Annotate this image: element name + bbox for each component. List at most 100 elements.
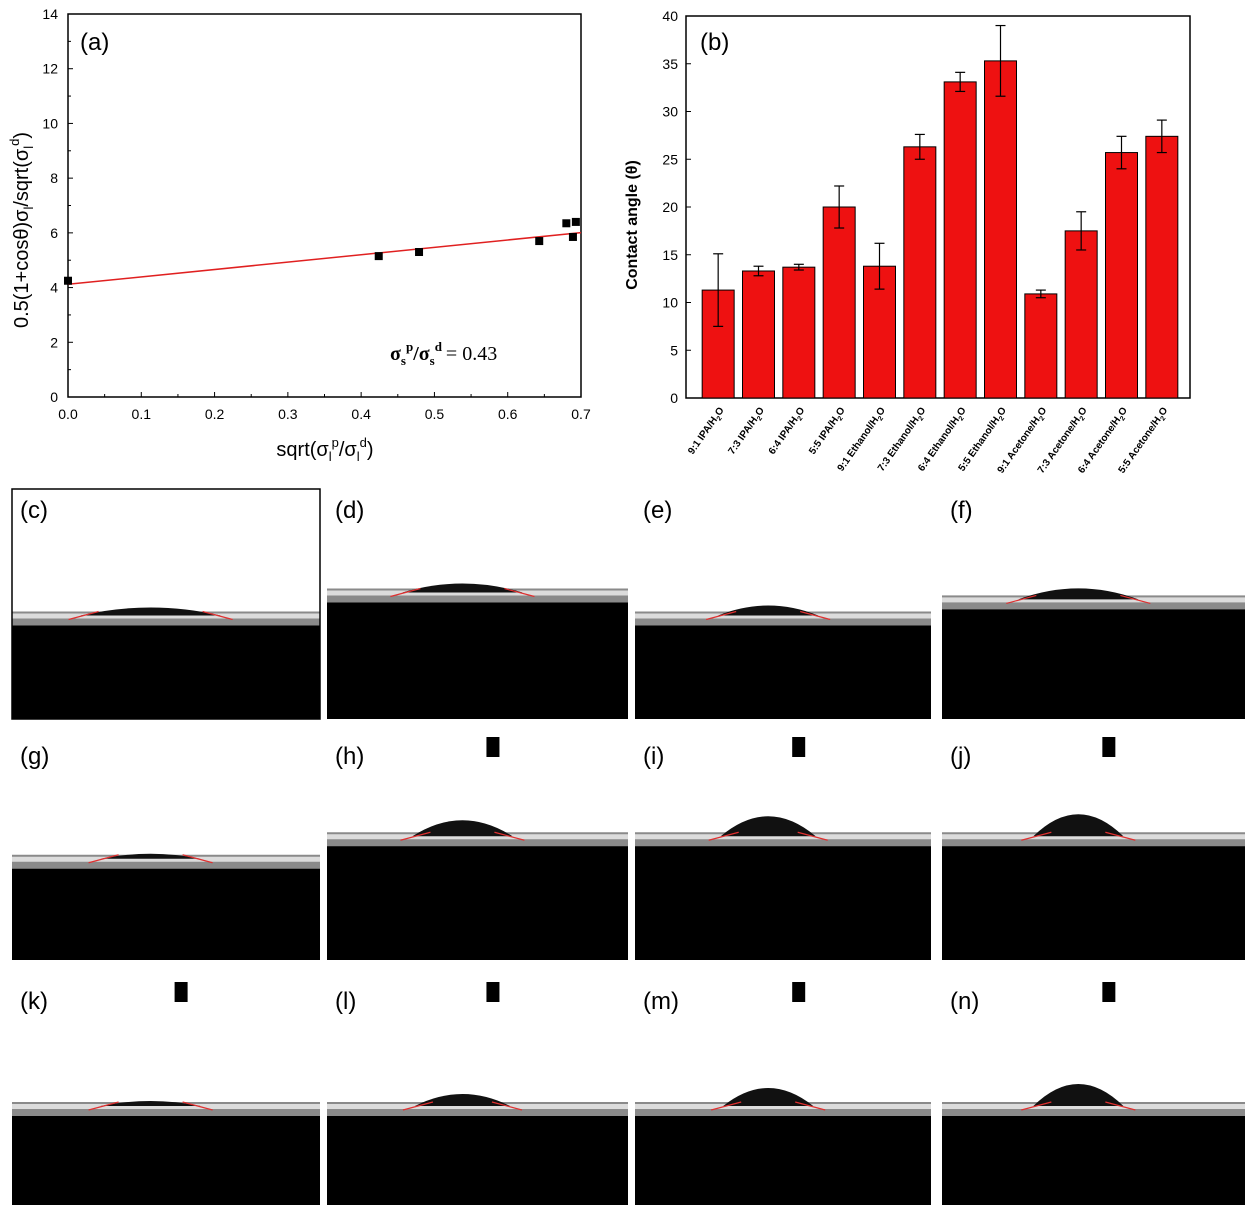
y-tick-label: 5 <box>670 342 678 358</box>
y-tick-label: 10 <box>662 295 678 311</box>
droplet <box>718 605 819 616</box>
dispensing-needle <box>1102 737 1116 757</box>
droplet <box>1033 814 1124 837</box>
contact-angle-tangent-right <box>1105 1101 1136 1111</box>
droplet-image-label: (c) <box>20 497 48 524</box>
droplet-image-h: (h) <box>327 735 628 960</box>
droplet <box>1018 588 1139 600</box>
panel-b-y-axis-title: Contact angle (θ) <box>624 160 641 290</box>
droplet-image-label: (d) <box>335 497 364 524</box>
y-tick-label: 0 <box>670 390 678 406</box>
panel-a-y-axis-title: 0.5(1+cosθ)σl/sqrt(σld) <box>7 132 36 328</box>
y-tick-label: 15 <box>662 247 678 263</box>
substrate-surface-highlight <box>942 597 1245 603</box>
droplet-image-grid: (c) (d) (e) (f) (g) (h) (i) (j) (k) (l) (m) (n) <box>11 488 1245 1205</box>
substrate-surface-highlight <box>635 1104 931 1109</box>
y-tick-label: 20 <box>662 199 678 215</box>
substrate-surface-highlight <box>12 856 320 862</box>
contact-angle-tangent-right <box>182 1101 213 1111</box>
droplet <box>723 1088 814 1106</box>
data-point <box>562 219 571 228</box>
substrate-dark <box>12 625 320 719</box>
droplet-image-label: (h) <box>335 743 364 770</box>
bar <box>943 81 977 399</box>
droplet <box>720 816 816 837</box>
droplet-image-f: (f) <box>942 489 1245 719</box>
x-tick-label: 0.1 <box>132 406 152 422</box>
droplet-image-g: (g) <box>12 735 320 960</box>
bar <box>1145 135 1179 399</box>
droplet-image-label: (g) <box>20 743 49 770</box>
contact-angle-tangent-left <box>706 610 737 621</box>
droplet-image-label: (l) <box>335 988 356 1015</box>
substrate-dark <box>12 868 320 960</box>
y-tick-label: 6 <box>50 225 58 241</box>
data-point <box>568 232 577 241</box>
y-tick-label: 2 <box>50 334 58 350</box>
x-tick-label: 0.5 <box>425 406 445 422</box>
x-tick-label: 0.0 <box>58 406 78 422</box>
droplet <box>1033 1084 1124 1106</box>
droplet-image-label: (e) <box>643 497 672 524</box>
panel-b-y-ticks: 0 5 10 15 20 25 30 35 40 <box>662 8 691 406</box>
x-tick-label: 0.2 <box>205 406 225 422</box>
substrate-dark <box>942 609 1245 719</box>
substrate-dark <box>942 846 1245 960</box>
contact-angle-tangent-left <box>708 831 739 841</box>
bar <box>782 266 816 399</box>
contact-angle-tangent-right <box>795 1101 826 1111</box>
droplet-image-d: (d) <box>327 489 628 719</box>
substrate-dark <box>327 846 628 960</box>
y-tick-label: 35 <box>662 56 678 72</box>
data-point <box>374 252 383 261</box>
bar <box>1024 293 1058 399</box>
panel-b-label: (b) <box>700 29 729 56</box>
bar <box>1105 152 1138 399</box>
panel-a-y-ticks: 0 2 4 6 8 10 12 14 <box>42 6 73 405</box>
droplet-image-m: (m) <box>635 980 931 1205</box>
substrate-dark <box>635 1116 931 1205</box>
contact-angle-tangent-left <box>400 831 431 841</box>
droplet-image-i: (i) <box>635 735 931 960</box>
panel-a-annotation: σsp/σsd = 0.43 <box>390 339 497 368</box>
substrate-dark <box>12 1116 320 1205</box>
bar <box>903 146 937 399</box>
contact-angle-tangent-left <box>1021 1101 1052 1111</box>
droplet <box>80 607 221 616</box>
dispensing-needle <box>792 982 806 1002</box>
x-tick-label: 0.7 <box>571 406 591 422</box>
droplet <box>100 1101 201 1106</box>
contact-angle-tangent-right <box>202 610 233 621</box>
droplet-image-label: (k) <box>20 988 48 1015</box>
droplet-image-e: (e) <box>635 489 931 719</box>
contact-angle-tangent-left <box>390 587 421 598</box>
y-tick-label: 4 <box>50 280 58 296</box>
contact-angle-tangent-right <box>491 1101 523 1111</box>
contact-angle-tangent-right <box>182 854 213 864</box>
contact-angle-tangent-left <box>711 1101 742 1111</box>
droplet-image-label: (j) <box>950 743 971 770</box>
dispensing-needle <box>792 737 806 757</box>
droplet-image-c: (c) <box>11 488 321 720</box>
y-tick-label: 12 <box>42 61 58 77</box>
contact-angle-tangent-right <box>1120 594 1151 604</box>
dispensing-needle <box>486 737 500 757</box>
droplet-image-j: (j) <box>942 735 1245 960</box>
substrate-dark <box>942 1116 1245 1205</box>
x-tick-label: 0.4 <box>351 406 371 422</box>
panel-a-scatter-plot: (a) 0.0 0.1 0.2 0.3 0.4 0.5 0.6 0.7 0 2 4 6 8 10 12 14… <box>7 6 591 464</box>
x-tick-label: 0.3 <box>278 406 298 422</box>
substrate-surface-highlight <box>12 613 320 619</box>
contact-angle-tangent-left <box>402 1101 434 1111</box>
panel-a-points <box>64 217 580 285</box>
y-tick-label: 8 <box>50 170 58 186</box>
substrate-dark <box>635 625 931 719</box>
contact-angle-tangent-right <box>1105 831 1136 841</box>
droplet-image-border <box>11 488 321 720</box>
panel-a-x-ticks: 0.0 0.1 0.2 0.3 0.4 0.5 0.6 0.7 <box>58 392 591 422</box>
category-label: 5:5 IPA/H2O <box>807 405 849 458</box>
panel-b-bars <box>701 24 1179 399</box>
